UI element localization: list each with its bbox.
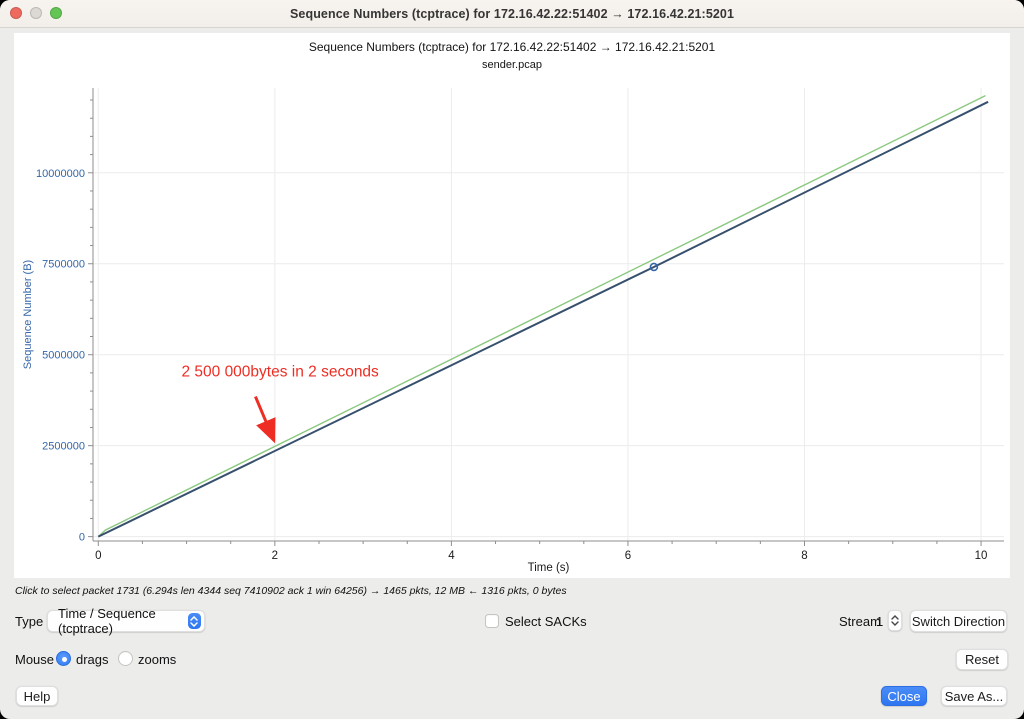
annotation-arrow (254, 395, 276, 444)
close-button[interactable]: Close (881, 686, 927, 706)
mouse-zooms-label: zooms (138, 652, 177, 667)
stream-stepper[interactable] (888, 610, 902, 631)
help-button[interactable]: Help (16, 686, 58, 706)
gridlines (93, 88, 1004, 541)
x-axis-label: Time (s) (528, 562, 570, 574)
stream-value[interactable]: 1 (876, 614, 884, 629)
svg-text:6: 6 (625, 550, 631, 562)
zoom-window-icon[interactable] (50, 7, 62, 19)
annotation: 2 500 000bytes in 2 seconds (181, 364, 379, 444)
select-sacks-label: Select SACKs (505, 614, 587, 629)
save-as-button[interactable]: Save As... (941, 686, 1007, 706)
svg-text:0: 0 (95, 550, 101, 562)
reset-button[interactable]: Reset (956, 649, 1008, 670)
selected-packet-marker[interactable] (649, 262, 659, 272)
controls-row-3: Help Close Save As... (0, 686, 1024, 706)
stream-label: Stream (839, 614, 881, 629)
mouse-drags-label: drags (76, 652, 109, 667)
mouse-zooms-radio[interactable] (118, 651, 133, 666)
svg-text:5000000: 5000000 (42, 350, 85, 362)
traffic-lights (10, 7, 62, 19)
y-axis-label: Sequence Number (B) (22, 260, 34, 369)
controls-row-1: Type Time / Sequence (tcptrace) Select S… (0, 606, 1024, 636)
series-line-1[interactable] (97, 100, 989, 538)
close-window-icon[interactable] (10, 7, 22, 19)
chart-subtitle: sender.pcap (482, 59, 542, 71)
svg-text:8: 8 (801, 550, 807, 562)
popup-stepper-icon (187, 613, 201, 629)
mouse-label: Mouse (15, 652, 55, 667)
chart-title: Sequence Numbers (tcptrace) for 172.16.4… (308, 40, 716, 54)
axes: 0 2 4 6 8 10 0 2500000 5000000 7500000 10000000 (36, 88, 1004, 562)
svg-text:2500000: 2500000 (42, 441, 85, 453)
svg-text:10: 10 (975, 550, 988, 562)
svg-text:10000000: 10000000 (36, 168, 85, 180)
hover-status-line: Click to select packet 1731 (6.294s len … (15, 585, 567, 597)
svg-text:2: 2 (272, 550, 278, 562)
series-line-0[interactable] (97, 95, 986, 538)
graph-type-select[interactable]: Time / Sequence (tcptrace) (47, 606, 205, 636)
plot-panel: Sequence Numbers (tcptrace) for 172.16.4… (14, 33, 1010, 578)
tcptrace-chart[interactable]: 0 2 4 6 8 10 0 2500000 5000000 7500000 10000000 Tim… (14, 33, 1010, 578)
minimize-window-icon[interactable] (30, 7, 42, 19)
svg-text:0: 0 (79, 532, 85, 544)
mouse-drags-radio[interactable] (56, 651, 71, 666)
svg-text:4: 4 (448, 550, 455, 562)
annotation-text: 2 500 000bytes in 2 seconds (181, 364, 379, 381)
controls-row-2: Mouse drags zooms Reset (0, 649, 1024, 670)
select-sacks-checkbox[interactable] (485, 614, 499, 628)
title-bar[interactable]: Sequence Numbers (tcptrace) for 172.16.4… (0, 0, 1024, 28)
type-label: Type (15, 614, 44, 629)
graph-type-value: Time / Sequence (tcptrace) (58, 606, 156, 636)
switch-direction-button[interactable]: Switch Direction (910, 610, 1007, 632)
window-title: Sequence Numbers (tcptrace) for 172.16.4… (289, 6, 735, 21)
svg-text:7500000: 7500000 (42, 259, 85, 271)
